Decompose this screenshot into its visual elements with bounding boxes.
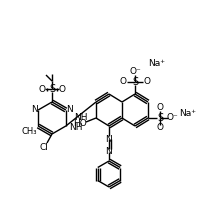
Text: S: S [157, 113, 163, 123]
Text: N: N [67, 105, 73, 114]
Text: Cl: Cl [40, 143, 48, 152]
Text: N: N [106, 148, 112, 157]
Text: NH: NH [74, 113, 88, 122]
Text: CH₃: CH₃ [21, 127, 37, 135]
Text: NH: NH [69, 122, 83, 132]
Text: S: S [132, 77, 138, 87]
Text: O: O [157, 124, 164, 132]
Text: Na⁺: Na⁺ [149, 59, 165, 68]
Text: S: S [49, 84, 55, 94]
Text: O: O [157, 103, 164, 113]
Text: O: O [119, 78, 126, 86]
Text: O: O [39, 84, 46, 94]
Text: O⁻: O⁻ [129, 67, 141, 76]
Text: N: N [31, 105, 37, 114]
Text: HO: HO [73, 119, 87, 129]
Text: O⁻: O⁻ [166, 113, 178, 122]
Text: Na⁺: Na⁺ [179, 110, 197, 119]
Text: N: N [106, 135, 112, 143]
Text: O: O [144, 78, 151, 86]
Text: O: O [59, 84, 66, 94]
